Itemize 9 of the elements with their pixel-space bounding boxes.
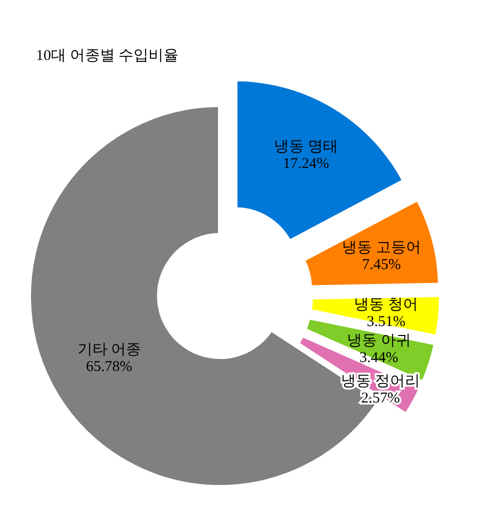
- data-label: 7.45%: [362, 257, 401, 274]
- chart-title: 10대 어종별 수입비율: [36, 48, 178, 64]
- slice-label: 냉동 명태: [274, 139, 338, 156]
- slice-label: 냉동 아귀: [347, 332, 411, 349]
- data-label: 17.24%: [282, 156, 330, 172]
- slice-label: 기타 어종: [77, 342, 142, 358]
- data-label: 65.78%: [86, 358, 132, 375]
- slice-label: 냉동 고등어: [342, 240, 421, 256]
- slice-label: 냉동 청어: [354, 297, 418, 314]
